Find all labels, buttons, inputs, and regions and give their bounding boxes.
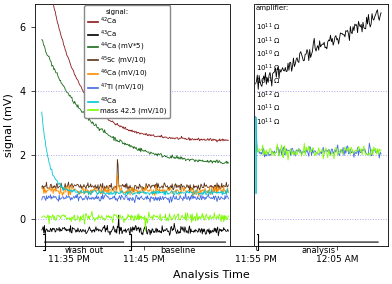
Text: 10$^{11}$ Ω: 10$^{11}$ Ω [256, 36, 280, 47]
Y-axis label: signal (mV): signal (mV) [4, 93, 14, 157]
X-axis label: Analysis Time: Analysis Time [173, 270, 250, 280]
Text: 10$^{12}$ Ω: 10$^{12}$ Ω [256, 89, 280, 101]
Legend: $^{42}$Ca, $^{43}$Ca, $^{44}$Ca (mV*5), $^{45}$Sc (mV/10), $^{46}$Ca (mV/10), $^: $^{42}$Ca, $^{43}$Ca, $^{44}$Ca (mV*5), … [84, 5, 170, 118]
Text: 10$^{11}$ Ω: 10$^{11}$ Ω [256, 103, 280, 114]
Text: amplifier:: amplifier: [256, 5, 289, 11]
Text: 10$^{11}$ Ω: 10$^{11}$ Ω [256, 76, 280, 87]
Text: wash out: wash out [65, 246, 103, 255]
Text: 10$^{11}$ Ω: 10$^{11}$ Ω [256, 62, 280, 74]
Bar [230, 4, 254, 246]
Text: 10$^{11}$ Ω: 10$^{11}$ Ω [256, 22, 280, 33]
Text: 10$^{11}$ Ω: 10$^{11}$ Ω [256, 116, 280, 128]
Text: baseline: baseline [161, 246, 196, 255]
Text: 10$^{10}$ Ω: 10$^{10}$ Ω [256, 49, 280, 60]
Text: analysis: analysis [301, 246, 335, 255]
